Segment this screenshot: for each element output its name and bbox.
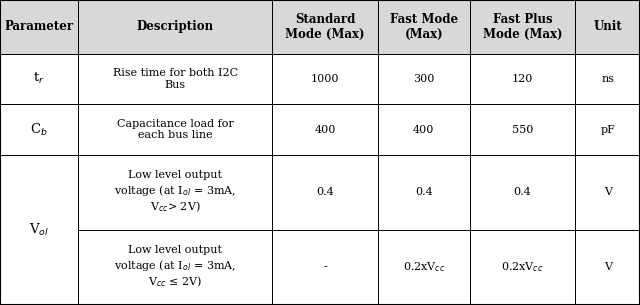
Text: 0.4: 0.4 xyxy=(316,187,334,197)
Text: Rise time for both I2C
Bus: Rise time for both I2C Bus xyxy=(113,68,238,90)
Text: Fast Plus
Mode (Max): Fast Plus Mode (Max) xyxy=(483,13,563,41)
Text: t$_r$: t$_r$ xyxy=(33,71,45,87)
Bar xyxy=(78,104,273,155)
Bar xyxy=(470,230,575,305)
Bar xyxy=(78,155,273,230)
Text: Fast Mode
(Max): Fast Mode (Max) xyxy=(390,13,458,41)
Bar xyxy=(575,230,640,305)
Text: ns: ns xyxy=(601,74,614,84)
Bar xyxy=(0,54,78,104)
Bar xyxy=(470,104,575,155)
Text: -: - xyxy=(323,262,327,272)
Bar xyxy=(575,54,640,104)
Text: 0.2xV$_{cc}$: 0.2xV$_{cc}$ xyxy=(501,260,544,274)
Bar xyxy=(0,104,78,155)
Text: 550: 550 xyxy=(512,124,533,135)
Bar xyxy=(378,104,470,155)
Text: V: V xyxy=(604,262,612,272)
Text: V: V xyxy=(604,187,612,197)
Bar xyxy=(378,54,470,104)
Bar xyxy=(378,230,470,305)
Bar xyxy=(0,155,78,305)
Text: 120: 120 xyxy=(512,74,533,84)
Text: C$_b$: C$_b$ xyxy=(30,121,48,138)
Text: 0.2xV$_{cc}$: 0.2xV$_{cc}$ xyxy=(403,260,445,274)
Text: Low level output
voltage (at I$_{ol}$ = 3mA,
V$_{cc}$> 2V): Low level output voltage (at I$_{ol}$ = … xyxy=(115,170,236,214)
Bar xyxy=(273,104,378,155)
Bar xyxy=(78,0,273,54)
Bar xyxy=(575,155,640,230)
Bar xyxy=(470,155,575,230)
Bar xyxy=(470,0,575,54)
Bar xyxy=(470,54,575,104)
Bar xyxy=(273,230,378,305)
Text: 1000: 1000 xyxy=(311,74,339,84)
Bar xyxy=(0,155,78,230)
Bar xyxy=(575,0,640,54)
Text: V$_{ol}$: V$_{ol}$ xyxy=(29,184,49,200)
Text: Low level output
voltage (at I$_{ol}$ = 3mA,
V$_{cc}$ ≤ 2V): Low level output voltage (at I$_{ol}$ = … xyxy=(115,246,236,289)
Bar xyxy=(273,155,378,230)
Bar xyxy=(273,54,378,104)
Text: Capacitance load for
each bus line: Capacitance load for each bus line xyxy=(117,119,234,140)
Text: V$_{ol}$: V$_{ol}$ xyxy=(29,222,49,238)
Text: Unit: Unit xyxy=(593,20,622,33)
Text: 300: 300 xyxy=(413,74,435,84)
Bar xyxy=(0,230,78,305)
Text: Parameter: Parameter xyxy=(4,20,74,33)
Bar xyxy=(0,0,78,54)
Bar xyxy=(378,0,470,54)
Bar xyxy=(78,54,273,104)
Bar xyxy=(575,104,640,155)
Text: 0.4: 0.4 xyxy=(415,187,433,197)
Bar xyxy=(378,155,470,230)
Text: 400: 400 xyxy=(314,124,336,135)
Text: 400: 400 xyxy=(413,124,435,135)
Text: 0.4: 0.4 xyxy=(514,187,531,197)
Bar xyxy=(78,230,273,305)
Text: pF: pF xyxy=(600,124,615,135)
Text: Description: Description xyxy=(137,20,214,33)
Bar xyxy=(273,0,378,54)
Text: Standard
Mode (Max): Standard Mode (Max) xyxy=(285,13,365,41)
